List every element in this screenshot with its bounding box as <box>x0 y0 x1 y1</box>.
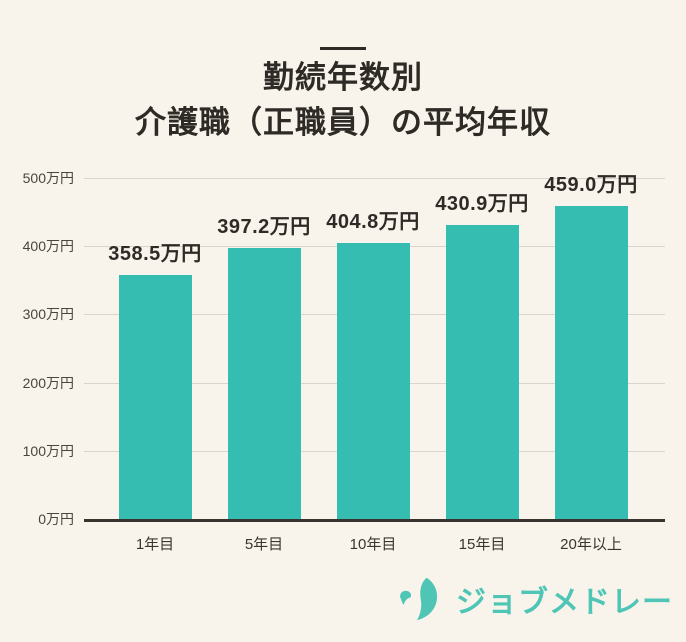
brand-logo: ジョブメドレー <box>396 577 673 621</box>
bar-chart-plot-area: 500万円 400万円 300万円 200万円 100万円 0万円 358.5万円 1年目 39… <box>23 170 665 553</box>
bar-value-label: 358.5万円 <box>108 242 202 265</box>
x-axis-category-label: 10年目 <box>349 536 397 553</box>
bar-10年目 <box>336 242 410 519</box>
x-axis-baseline <box>84 519 665 522</box>
title-divider <box>320 47 366 50</box>
y-axis-tick-label: 200万円 <box>22 374 74 391</box>
y-axis-tick-label: 400万円 <box>22 238 74 255</box>
jobmedley-crescent-icon <box>400 577 438 621</box>
brand-logo-text: ジョブメドレー <box>456 586 673 619</box>
bar-15年目 <box>445 225 519 519</box>
y-axis-tick-label: 500万円 <box>22 170 74 186</box>
bar-value-label: 404.8万円 <box>326 210 420 233</box>
chart-title-line-2: 介護職（正職員）の平均年収 <box>135 105 551 140</box>
y-axis-tick-label: 300万円 <box>22 306 74 323</box>
bar-value-label: 459.0万円 <box>544 173 638 196</box>
y-axis-tick-label: 100万円 <box>22 442 74 459</box>
bar-20年以上 <box>554 205 628 519</box>
x-axis-category-label: 5年目 <box>244 536 284 553</box>
bar-value-label: 397.2万円 <box>217 216 311 239</box>
x-axis-category-label: 15年目 <box>458 536 506 553</box>
chart-title: 勤続年数別 介護職（正職員）の平均年収 <box>0 55 686 145</box>
y-axis-tick-label: 0万円 <box>38 511 74 527</box>
chart-title-line-1: 勤続年数別 <box>263 60 423 95</box>
bar-value-label: 430.9万円 <box>435 193 529 216</box>
gridline-500 <box>84 178 665 179</box>
x-axis-category-label: 1年目 <box>135 536 175 553</box>
bar-5年目 <box>227 248 301 519</box>
x-axis-category-label: 20年以上 <box>560 536 622 553</box>
bar-1年目 <box>118 274 192 519</box>
